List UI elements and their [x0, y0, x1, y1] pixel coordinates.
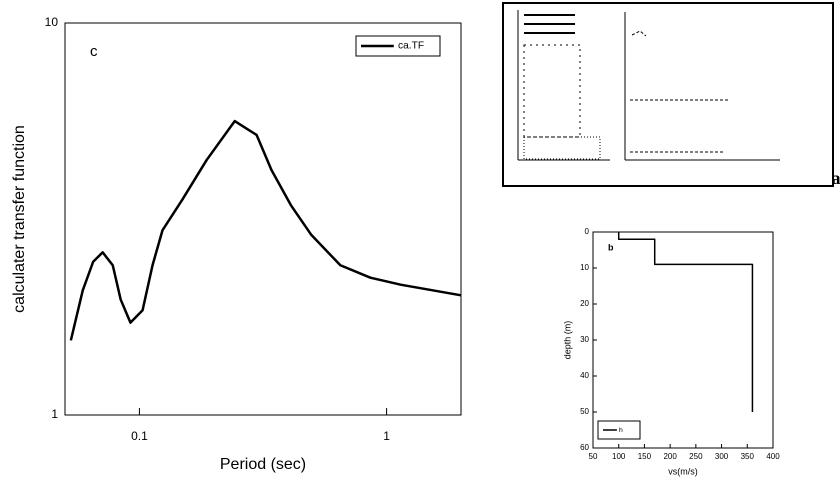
x-tick-label: 50: [589, 452, 598, 461]
legend-box: [597, 420, 641, 440]
x-tick-label: 200: [663, 452, 677, 461]
y-tick-label: 40: [580, 371, 589, 380]
notes-scribble: [630, 30, 730, 153]
x-tick-label: 150: [638, 452, 652, 461]
sand-layer: [523, 44, 581, 138]
panel-label: c: [90, 43, 98, 60]
legend-box: [355, 35, 441, 57]
x-axis-title: vs(m/s): [668, 466, 698, 476]
y-tick-label: 20: [580, 299, 589, 308]
panel-a-image: [502, 2, 834, 187]
x-tick-label: 400: [766, 452, 780, 461]
x-tick-label: 1: [383, 429, 390, 443]
x-axis-title: Period (sec): [220, 456, 306, 473]
y-tick-label: 60: [580, 443, 589, 452]
data-line: [69, 119, 462, 341]
x-tick-label: 100: [612, 452, 626, 461]
y-tick-label: 50: [580, 407, 589, 416]
data-line: [617, 232, 754, 412]
x-tick-label: 250: [689, 452, 703, 461]
y-tick-label: 10: [45, 15, 59, 29]
y-tick-label: 30: [580, 335, 589, 344]
y-axis-title: calculater transfer function: [11, 125, 28, 313]
y-tick-label: 1: [51, 407, 58, 421]
legend-label: ca.TF: [398, 41, 424, 52]
x-tick-label: 300: [715, 452, 729, 461]
panel-label: a: [832, 168, 840, 188]
panel-label: b: [608, 242, 614, 252]
gravel-layer: [523, 136, 601, 160]
y-tick-label: 0: [585, 227, 590, 236]
x-tick-label: 0.1: [131, 429, 148, 443]
x-tick-label: 350: [741, 452, 755, 461]
legend-label: h: [619, 427, 623, 434]
y-tick-label: 10: [580, 263, 589, 272]
y-axis-title: depth (m): [562, 321, 572, 360]
panel-a-frame: [502, 2, 834, 187]
plot-frame: [64, 22, 462, 416]
